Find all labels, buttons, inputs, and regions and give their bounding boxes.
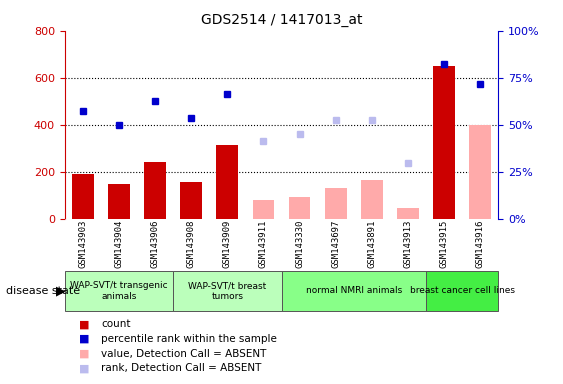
Text: ■: ■	[79, 363, 90, 373]
Text: breast cancer cell lines: breast cancer cell lines	[410, 286, 515, 295]
Text: GSM143906: GSM143906	[150, 220, 159, 268]
Bar	[470, 125, 491, 219]
Text: rank, Detection Call = ABSENT: rank, Detection Call = ABSENT	[101, 363, 262, 373]
Text: GSM143903: GSM143903	[78, 220, 87, 268]
Text: GSM143697: GSM143697	[331, 220, 340, 268]
Title: GDS2514 / 1417013_at: GDS2514 / 1417013_at	[201, 13, 362, 27]
Bar	[108, 184, 129, 219]
Bar	[397, 208, 419, 219]
Bar	[282, 271, 426, 311]
Bar	[173, 271, 282, 311]
Bar	[289, 197, 310, 219]
Text: percentile rank within the sample: percentile rank within the sample	[101, 334, 277, 344]
Text: GSM143330: GSM143330	[295, 220, 304, 268]
Text: disease state: disease state	[6, 286, 80, 296]
Text: count: count	[101, 319, 131, 329]
Bar	[144, 162, 166, 219]
Text: GSM143913: GSM143913	[404, 220, 413, 268]
Bar	[216, 145, 238, 219]
Text: GSM143916: GSM143916	[476, 220, 485, 268]
Text: ■: ■	[79, 349, 90, 359]
Text: GSM143911: GSM143911	[259, 220, 268, 268]
Bar	[253, 200, 274, 219]
Bar	[72, 174, 93, 219]
Text: ▶: ▶	[56, 285, 66, 298]
Bar	[180, 182, 202, 219]
Bar	[325, 188, 347, 219]
Text: GSM143904: GSM143904	[114, 220, 123, 268]
Text: normal NMRI animals: normal NMRI animals	[306, 286, 402, 295]
Text: GSM143915: GSM143915	[440, 220, 449, 268]
Text: ■: ■	[79, 319, 90, 329]
Text: ■: ■	[79, 334, 90, 344]
Text: value, Detection Call = ABSENT: value, Detection Call = ABSENT	[101, 349, 267, 359]
Bar	[361, 180, 383, 219]
Text: WAP-SVT/t breast
tumors: WAP-SVT/t breast tumors	[188, 281, 266, 301]
Text: WAP-SVT/t transgenic
animals: WAP-SVT/t transgenic animals	[70, 281, 168, 301]
Text: GSM143908: GSM143908	[187, 220, 196, 268]
Bar	[434, 66, 455, 219]
Bar	[65, 271, 173, 311]
Text: GSM143909: GSM143909	[223, 220, 232, 268]
Text: GSM143891: GSM143891	[367, 220, 376, 268]
Bar	[426, 271, 498, 311]
